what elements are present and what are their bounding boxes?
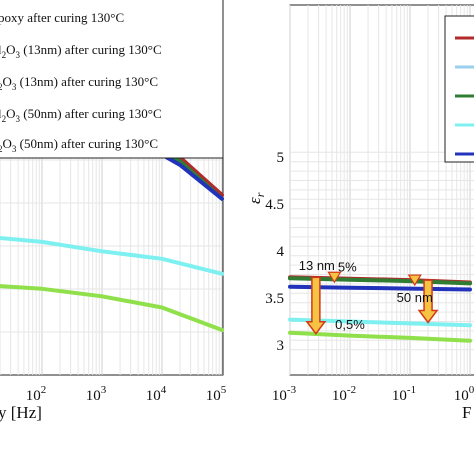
legend-entry-al2o3-13nm-b: 2O3 (13nm) after curing 130°C [0,74,158,92]
left-x-tick-1: 103 [86,384,107,404]
right-y-tick-1: 3.5 [265,291,284,307]
legend-rest: (50nm) after curing 130°C [16,136,158,151]
legend-o: O [6,42,15,57]
tick-exponent: 2 [41,384,47,396]
tick-exponent: 3 [101,384,107,396]
left-x-tick-2: 104 [146,384,167,404]
right-legend-box [444,15,474,163]
epsilon-subscript: r [253,192,267,197]
legend: poxy after curing 130°C l2O3 (13nm) afte… [0,0,224,159]
epsilon-symbol: ε [245,197,264,204]
tick-base: 10 [332,388,347,404]
tick-base: 10 [26,388,41,404]
tick-base: 10 [272,388,287,404]
annotations: 13 nm 5% 50 nm 0,5% [299,258,439,335]
legend-entry-al2o3-50nm-b: 2O3 (50nm) after curing 130°C [0,136,158,154]
tick-base: 10 [206,388,221,404]
arrow-1 [417,279,439,324]
left-chart: poxy after curing 130°C l2O3 (13nm) afte… [0,0,227,422]
right-x-tick-2: 10-1 [392,384,416,404]
legend-box [0,0,224,159]
right-series-line-4 [288,330,472,343]
right-x-tick-1: 10-2 [332,384,356,404]
tick-exponent: 5 [221,384,227,396]
legend-subscript: 3 [12,82,17,92]
marker-triangle-1 [407,274,422,287]
legend-subscript: 2 [0,82,3,92]
tick-base: 10 [146,388,161,404]
tick-exponent: -1 [407,384,416,396]
right-chart: 13 nm 5%50 nm0,5% 33.544.55 10-3 10-2 10-1 1… [245,4,474,422]
legend-o: O [6,106,15,121]
annotation-label-1: 5% [338,260,357,275]
tick-exponent: -3 [287,384,297,396]
marker-triangle-0 [327,271,342,284]
legend-l: l [0,42,2,57]
legend-o: O [3,136,12,151]
legend-o: O [3,74,12,89]
left-x-axis-title: y [Hz] [0,403,42,422]
right-x-tick-0: 10-3 [272,384,297,404]
right-grid [289,5,474,375]
legend-entry-epoxy: poxy after curing 130°C [0,10,124,25]
legend-subscript: 3 [12,144,17,154]
tick-base: 10 [392,388,407,404]
left-series-line-4 [0,284,224,332]
annotation-label-2: 50 nm [397,290,433,305]
right-y-tick-4: 5 [277,150,285,166]
right-x-tick-labels: 10-3 10-2 10-1 100 [272,384,474,404]
tick-base: 10 [86,388,101,404]
legend-subscript: 2 [2,114,7,124]
legend-entry-al2o3-50nm-a: l2O3 (50nm) after curing 130°C [0,106,162,124]
tick-exponent: 4 [161,384,167,396]
right-legend [444,15,474,163]
left-series-line-3 [0,235,224,276]
legend-rest: (13nm) after curing 130°C [16,74,158,89]
right-x-axis-title: F [462,403,471,422]
right-y-axis-title: εr [245,192,267,204]
left-x-tick-3: 105 [206,384,227,404]
right-y-tick-2: 4 [277,244,285,260]
tick-exponent: -2 [347,384,356,396]
left-x-tick-labels: 102 103 104 105 [26,384,227,404]
arrow-0 [305,276,327,335]
legend-subscript: 3 [16,50,21,60]
legend-rest: (13nm) after curing 130°C [20,42,162,57]
annotation-label-3: 0,5% [335,317,365,332]
annotation-label-0: 13 nm [299,258,335,273]
legend-rest: (50nm) after curing 130°C [20,106,162,121]
legend-subscript: 2 [2,50,7,60]
right-x-tick-3: 100 [454,384,474,404]
left-x-tick-0: 102 [26,384,47,404]
legend-l: l [0,106,2,121]
right-y-tick-0: 3 [277,338,285,354]
right-y-tick-labels: 3 3.5 4 4.5 5 [265,150,284,354]
tick-exponent: 0 [469,384,474,396]
right-y-tick-3: 4.5 [265,197,284,213]
legend-entry-al2o3-13nm-a: l2O3 (13nm) after curing 130°C [0,42,162,60]
legend-subscript: 3 [16,114,21,124]
tick-base: 10 [454,388,469,404]
legend-subscript: 2 [0,144,3,154]
